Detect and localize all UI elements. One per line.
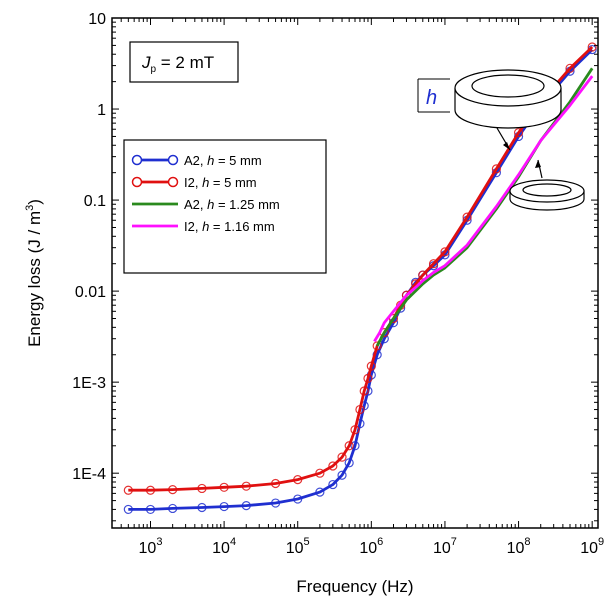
y-tick-label: 10: [88, 11, 106, 28]
data-point: [219, 501, 229, 512]
data-point: [219, 482, 229, 492]
data-point: [372, 341, 382, 351]
data-point: [293, 475, 303, 485]
y-tick-label: 0.01: [75, 284, 106, 301]
x-tick-label: 109: [580, 536, 604, 557]
data-point: [241, 501, 251, 511]
data-point: [315, 468, 325, 478]
data-point: [491, 164, 501, 174]
series-layer: [123, 42, 597, 515]
data-point: [270, 498, 281, 508]
data-point: [359, 386, 369, 396]
x-tick-label: 108: [507, 536, 531, 557]
data-point: [337, 452, 347, 462]
y-tick-label: 1E-4: [72, 466, 106, 483]
data-point: [337, 470, 347, 480]
jp-annotation: Jp = 2 mT: [129, 41, 239, 83]
inset-h-label: h: [426, 87, 437, 109]
data-point: [388, 313, 399, 324]
data-point: [293, 494, 303, 504]
y-tick-label: 0.1: [84, 193, 106, 210]
y-tick-label: 1E-3: [72, 375, 106, 392]
y-tick-label: 1: [97, 102, 106, 119]
x-axis-title: Frequency (Hz): [296, 577, 413, 596]
data-point: [197, 483, 207, 494]
svg-text:Jp = 2 mT: Jp = 2 mT: [141, 53, 214, 75]
data-point: [328, 461, 338, 471]
x-tick-label: 104: [212, 536, 236, 557]
data-point: [168, 503, 178, 514]
legend-label-1: I2, h = 5 mm: [184, 175, 257, 190]
data-point: [355, 404, 365, 415]
legend-label-0: A2, h = 5 mm: [184, 153, 262, 168]
legend-label-3: I2, h = 1.16 mm: [184, 219, 275, 234]
legend-marker: [131, 154, 143, 166]
data-point: [241, 481, 251, 491]
data-point: [363, 373, 373, 383]
series-line-3: [373, 75, 594, 343]
legend-marker: [167, 154, 179, 166]
data-point: [123, 485, 133, 495]
data-point: [344, 441, 354, 451]
data-point: [168, 485, 178, 495]
data-point: [428, 259, 439, 269]
data-point: [145, 504, 156, 515]
data-point: [366, 361, 376, 371]
legend: A2, h = 5 mm I2, h = 5 mm A2, h = 1.25 mm I…: [123, 139, 327, 274]
data-point: [145, 485, 156, 495]
ticks: [111, 17, 598, 528]
data-point: [350, 425, 360, 435]
series-line-1: [128, 45, 594, 492]
data-point: [197, 502, 207, 513]
x-tick-label: 107: [433, 536, 457, 557]
x-tick-label: 103: [139, 536, 163, 557]
y-axis-title: Energy loss (J / m3): [24, 199, 44, 347]
data-point: [513, 128, 524, 138]
legend-marker: [167, 176, 179, 188]
legend-label-2: A2, h = 1.25 mm: [184, 197, 280, 212]
data-point: [565, 63, 575, 73]
x-tick-label: 105: [286, 536, 310, 557]
y-tick-labels: 1E-4 1E-3 0.01 0.1 1 10: [72, 11, 106, 483]
data-point: [440, 247, 450, 257]
data-point: [123, 504, 133, 515]
data-point: [328, 479, 338, 490]
ring-inset-thick: h: [417, 69, 562, 151]
data-point: [587, 42, 597, 52]
data-point: [462, 212, 472, 222]
data-point: [344, 458, 354, 468]
data-point: [315, 487, 325, 497]
x-tick-label: 106: [359, 536, 383, 557]
series-line-0: [128, 48, 594, 511]
data-point: [350, 441, 360, 451]
ring-inset-thin: [509, 159, 585, 211]
data-point: [270, 478, 281, 489]
x-tick-labels: 103 104 105 106 107 108 109: [139, 536, 605, 557]
legend-marker: [131, 176, 143, 188]
